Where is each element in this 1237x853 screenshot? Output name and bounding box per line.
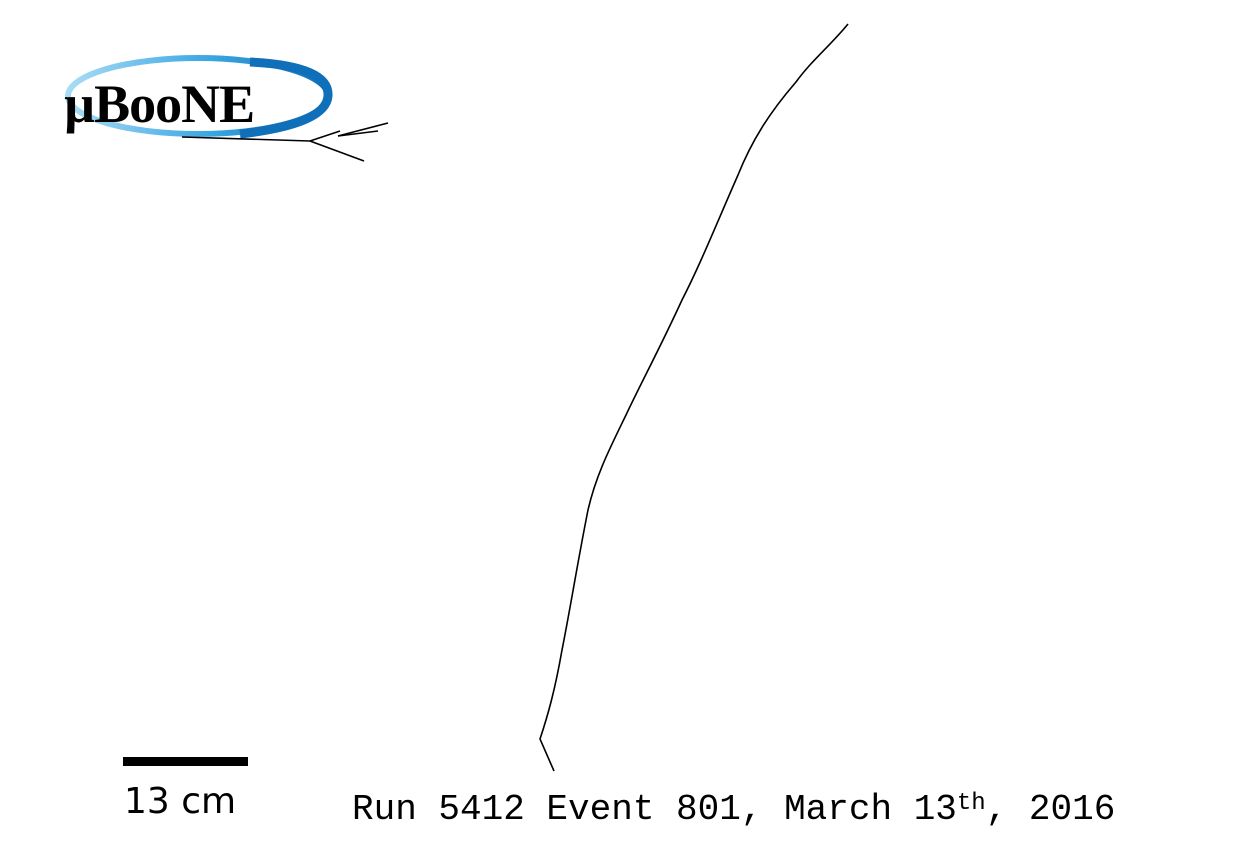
caption-superscript: th: [956, 790, 986, 817]
logo-text: µBooNE: [64, 74, 255, 134]
scale-bar-label: 13 cm: [124, 781, 237, 822]
logo-arrow-icon: [181, 122, 389, 162]
scale-bar: [123, 757, 248, 766]
event-caption: Run 5412 Event 801, March 13th, 2016: [352, 788, 1115, 836]
caption-suffix: , 2016: [985, 789, 1116, 830]
caption-prefix: Run 5412 Event 801, March 13: [352, 789, 957, 830]
particle-track: [539, 23, 849, 772]
logo-ring: [65, 55, 333, 139]
